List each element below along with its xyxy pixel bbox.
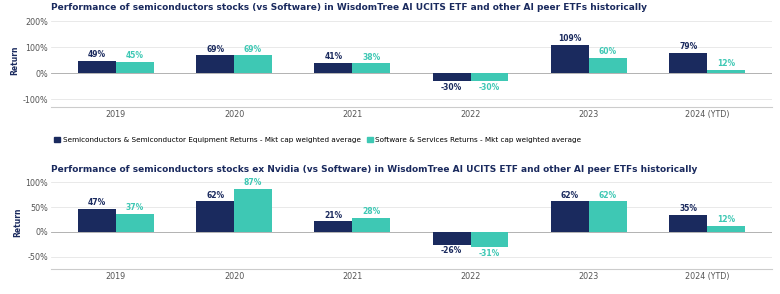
Bar: [115, 213, 154, 232]
Text: 12%: 12%: [717, 59, 735, 69]
Bar: [433, 232, 470, 245]
Bar: [589, 201, 626, 232]
Bar: [433, 73, 470, 81]
Bar: [669, 53, 707, 73]
Text: 60%: 60%: [599, 47, 617, 56]
Bar: [353, 218, 390, 232]
Text: 79%: 79%: [679, 42, 697, 51]
Text: 87%: 87%: [244, 178, 262, 187]
Bar: [314, 221, 353, 232]
Text: 62%: 62%: [599, 191, 617, 200]
Text: 69%: 69%: [206, 45, 224, 54]
Bar: [551, 45, 589, 73]
Bar: [197, 55, 234, 73]
Text: 37%: 37%: [126, 203, 144, 212]
Text: 45%: 45%: [126, 51, 144, 60]
Y-axis label: Return: Return: [10, 46, 20, 75]
Text: -30%: -30%: [479, 83, 500, 92]
Bar: [669, 215, 707, 232]
Text: 109%: 109%: [558, 34, 582, 43]
Bar: [78, 209, 115, 232]
Bar: [470, 73, 509, 81]
Bar: [470, 232, 509, 247]
Text: 38%: 38%: [362, 53, 381, 62]
Bar: [197, 201, 234, 232]
Bar: [234, 55, 272, 73]
Bar: [589, 58, 626, 73]
Bar: [707, 226, 745, 232]
Legend: Semiconductors & Semiconductor Equipment Returns - Mkt cap weighted average, Sof: Semiconductors & Semiconductor Equipment…: [55, 137, 582, 143]
Text: Performance of semiconductors stocks (vs Software) in WisdomTree AI UCITS ETF an: Performance of semiconductors stocks (vs…: [51, 4, 647, 12]
Text: 21%: 21%: [324, 211, 342, 220]
Bar: [551, 201, 589, 232]
Bar: [314, 63, 353, 73]
Text: -30%: -30%: [441, 83, 463, 92]
Text: 47%: 47%: [87, 198, 106, 207]
Text: 69%: 69%: [244, 45, 262, 54]
Bar: [707, 70, 745, 73]
Text: 28%: 28%: [362, 207, 381, 216]
Bar: [234, 189, 272, 232]
Text: -26%: -26%: [441, 246, 463, 255]
Bar: [353, 64, 390, 73]
Text: Performance of semiconductors stocks ex Nvidia (vs Software) in WisdomTree AI UC: Performance of semiconductors stocks ex …: [51, 165, 697, 174]
Text: 41%: 41%: [324, 52, 342, 61]
Text: 12%: 12%: [717, 215, 735, 224]
Text: 62%: 62%: [561, 191, 579, 200]
Y-axis label: Return: Return: [13, 207, 23, 237]
Text: 49%: 49%: [88, 50, 106, 59]
Text: 35%: 35%: [679, 204, 697, 213]
Text: -31%: -31%: [479, 249, 500, 258]
Bar: [115, 61, 154, 73]
Bar: [78, 61, 115, 73]
Text: 62%: 62%: [206, 191, 224, 200]
